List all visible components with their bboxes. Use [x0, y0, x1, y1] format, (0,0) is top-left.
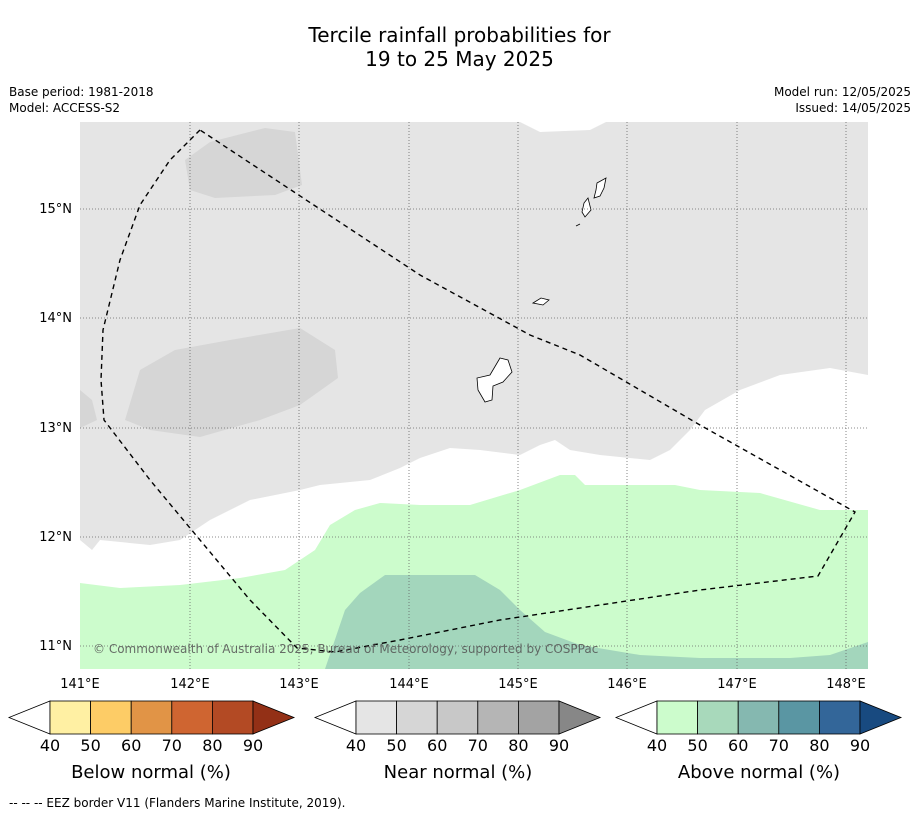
lon-label: 144°E [389, 677, 429, 692]
issued-label: Issued: 14/05/2025 [795, 101, 911, 115]
colorbar-segment [656, 700, 698, 735]
colorbar-right-extension [859, 700, 903, 735]
near-normal-40-region [80, 122, 868, 550]
colorbar-tick-label: 50 [687, 736, 707, 755]
colorbar-tick-label: 50 [80, 736, 100, 755]
page-title: Tercile rainfall probabilities for [308, 23, 611, 47]
colorbar-left-extension [7, 700, 51, 735]
colorbar-segment [819, 700, 861, 735]
colorbar-0: 40 50 60 70 80 90 [7, 700, 296, 755]
colorbar-2: 40 50 60 70 80 90 [614, 700, 903, 755]
copyright-notice: © Commonwealth of Australia 2025, Bureau… [93, 642, 598, 656]
colorbar-segment [436, 700, 479, 735]
model-label: Model: ACCESS-S2 [9, 101, 121, 115]
tinian-island-outline [581, 197, 592, 218]
guam-island-outline [476, 357, 513, 403]
colorbar-tick-label: 80 [202, 736, 222, 755]
colorbar-tick-label: 40 [40, 736, 60, 755]
colorbar-segment [737, 700, 780, 735]
colorbar-segment [171, 700, 213, 735]
lon-label: 141°E [60, 677, 100, 692]
lat-label: 12°N [39, 530, 72, 545]
saipan-island-outline [593, 177, 607, 199]
colorbar-segment [697, 700, 739, 735]
colorbars: 40 50 60 70 80 90 40 50 60 70 80 90 40 50 60 70 80 90 [7, 700, 903, 755]
lon-label: 146°E [607, 677, 647, 692]
colorbar-tick-label: 40 [346, 736, 366, 755]
colorbar-tick-label: 50 [386, 736, 406, 755]
colorbar-tick-label: 60 [728, 736, 748, 755]
lon-label: 147°E [717, 677, 757, 692]
colorbar-tick-label: 70 [468, 736, 488, 755]
colorbar-segment [49, 700, 91, 735]
above-normal-label: Above normal (%) [677, 762, 841, 783]
colorbar-tick-label: 60 [427, 736, 447, 755]
lat-label: 15°N [39, 202, 72, 217]
above-normal-50-region [325, 575, 868, 669]
colorbar-tick-label: 40 [647, 736, 667, 755]
colorbar-segment [355, 700, 397, 735]
colorbar-left-extension [614, 700, 658, 735]
colorbar-left-extension [313, 700, 357, 735]
lon-label: 148°E [826, 677, 866, 692]
lon-label: 142°E [170, 677, 210, 692]
colorbar-segment [211, 700, 254, 735]
colorbar-right-extension [558, 700, 602, 735]
colorbar-tick-label: 90 [850, 736, 870, 755]
map-gridlines [80, 122, 868, 669]
lat-label: 14°N [39, 311, 72, 326]
rota-island-outline [531, 297, 550, 306]
colorbar-right-extension [252, 700, 296, 735]
colorbar-tick-label: 80 [508, 736, 528, 755]
model-run-label: Model run: 12/05/2025 [773, 85, 911, 99]
below-normal-label: Below normal (%) [71, 762, 231, 783]
colorbar-segment [778, 700, 820, 735]
base-period-label: Base period: 1981-2018 [9, 85, 154, 99]
eez-footnote: -- -- -- EEZ border V11 (Flanders Marine… [9, 796, 346, 810]
colorbar-tick-label: 60 [121, 736, 141, 755]
lat-label: 13°N [39, 421, 72, 436]
colorbar-tick-label: 90 [243, 736, 263, 755]
aguijan-island-outline [575, 223, 581, 227]
eez-border-line [100, 129, 856, 653]
near-normal-label: Near normal (%) [383, 762, 533, 783]
colorbar-segment [518, 700, 560, 735]
longitude-labels: 141°E 142°E 143°E 144°E 145°E 146°E 147°… [60, 677, 866, 692]
colorbar-tick-label: 70 [162, 736, 182, 755]
near-normal-50-region [80, 128, 338, 437]
page-subtitle: 19 to 25 May 2025 [365, 47, 554, 71]
colorbar-tick-label: 90 [549, 736, 569, 755]
colorbar-tick-label: 80 [809, 736, 829, 755]
colorbar-tick-label: 70 [769, 736, 789, 755]
map-plot-area: © Commonwealth of Australia 2025, Bureau… [80, 122, 868, 669]
lon-label: 143°E [279, 677, 319, 692]
colorbar-1: 40 50 60 70 80 90 [313, 700, 602, 755]
above-normal-40-region [80, 475, 868, 669]
colorbar-segment [90, 700, 132, 735]
lon-label: 145°E [498, 677, 538, 692]
latitude-labels: 15°N 14°N 13°N 12°N 11°N [39, 202, 72, 654]
colorbar-segment [130, 700, 173, 735]
colorbar-segment [477, 700, 519, 735]
lat-label: 11°N [39, 639, 72, 654]
colorbar-segment [396, 700, 438, 735]
